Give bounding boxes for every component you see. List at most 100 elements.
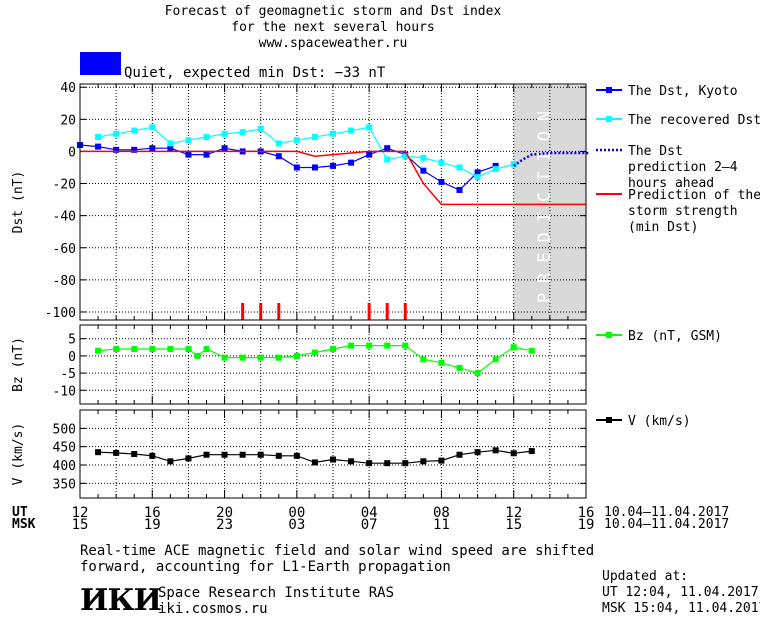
- y-tick-label: 500: [53, 422, 76, 437]
- data-point: [384, 460, 391, 467]
- prediction-region: [513, 85, 586, 320]
- data-point: [185, 346, 192, 353]
- data-point: [185, 137, 192, 144]
- ut-tick-label: 16: [144, 505, 161, 521]
- legend-marker: [606, 332, 612, 338]
- y-tick-label: 5: [68, 333, 76, 348]
- data-point: [203, 451, 210, 458]
- data-point: [239, 354, 246, 361]
- y-tick-label: 40: [60, 81, 76, 96]
- data-point: [438, 359, 445, 366]
- data-point: [402, 460, 409, 467]
- data-point: [95, 133, 102, 140]
- chart-title-line1: Forecast of geomagnetic storm and Dst in…: [164, 4, 502, 19]
- ut-tick-label: 12: [72, 505, 89, 521]
- series-line: [513, 346, 532, 352]
- data-point: [474, 370, 481, 377]
- data-point: [221, 451, 228, 458]
- data-point: [113, 130, 120, 137]
- data-point: [402, 342, 409, 349]
- data-point: [131, 451, 138, 457]
- data-point: [492, 447, 499, 454]
- data-point: [384, 156, 391, 163]
- data-point: [149, 145, 156, 152]
- y-axis-label: V (km/s): [11, 423, 26, 486]
- data-point: [311, 459, 318, 466]
- data-point: [275, 354, 282, 361]
- legend-label: The recovered Dst: [628, 113, 760, 128]
- series-line: [98, 345, 515, 374]
- institute-site[interactable]: iki.cosmos.ru: [158, 601, 268, 617]
- series-line: [80, 150, 586, 206]
- updated-ut: UT 12:04, 11.04.2017: [602, 585, 759, 600]
- y-tick-label: -10: [53, 384, 76, 399]
- legend-label: V (km/s): [628, 414, 691, 429]
- data-point: [257, 125, 264, 132]
- data-point: [492, 166, 499, 173]
- y-tick-label: -40: [53, 210, 76, 225]
- data-point: [194, 352, 201, 359]
- msk-date-range: 10.04–11.04.2017: [604, 517, 730, 532]
- data-point: [438, 159, 445, 166]
- series-line: [512, 151, 590, 167]
- data-point: [528, 448, 535, 455]
- msk-tick-label: 11: [433, 517, 450, 533]
- legend-marker: [606, 87, 612, 93]
- data-point: [167, 145, 174, 152]
- data-point: [384, 342, 391, 349]
- data-point: [167, 346, 174, 353]
- data-point: [203, 151, 210, 158]
- source-url[interactable]: www.spaceweather.ru: [258, 36, 408, 51]
- ut-tick-label: 04: [361, 505, 378, 521]
- data-point: [510, 344, 517, 351]
- ut-tick-label: 20: [216, 505, 233, 521]
- ut-tick-label: 16: [578, 505, 595, 521]
- data-point: [366, 460, 373, 467]
- msk-tick-label: 19: [578, 517, 595, 533]
- panel-frame: [79, 83, 587, 321]
- data-point: [275, 452, 282, 459]
- data-point: [330, 456, 336, 463]
- data-point: [348, 159, 355, 166]
- legend-label: The Dst, Kyoto: [628, 84, 738, 99]
- data-point: [528, 347, 535, 354]
- y-tick-label: 350: [53, 477, 76, 492]
- data-point: [221, 145, 228, 152]
- data-point: [366, 342, 373, 349]
- legend-label: storm strength: [628, 204, 738, 219]
- data-point: [167, 140, 174, 147]
- data-point: [420, 458, 427, 465]
- data-point: [167, 458, 174, 465]
- data-point: [275, 140, 282, 147]
- data-point: [420, 154, 427, 161]
- chart-title-line2: for the next several hours: [231, 20, 435, 35]
- data-point: [203, 346, 210, 353]
- data-point: [474, 449, 481, 456]
- data-point: [293, 137, 300, 144]
- data-point: [438, 178, 445, 185]
- data-point: [474, 169, 481, 176]
- msk-tick-label: 07: [361, 517, 378, 533]
- msk-tick-label: 19: [144, 517, 161, 533]
- data-point: [239, 129, 246, 136]
- y-tick-label: 0: [68, 350, 76, 365]
- y-tick-label: -20: [53, 178, 76, 193]
- data-point: [95, 143, 102, 150]
- data-point: [275, 153, 282, 160]
- y-tick-label: -100: [45, 306, 76, 321]
- data-point: [149, 452, 156, 459]
- data-point: [203, 133, 210, 140]
- data-point: [330, 130, 336, 137]
- y-tick-label: 20: [60, 113, 76, 128]
- updated-msk: MSK 15:04, 11.04.2017: [602, 601, 760, 616]
- data-point: [257, 451, 264, 458]
- legend-marker: [606, 116, 612, 122]
- legend-label: (min Dst): [628, 220, 698, 235]
- status-text: Quiet, expected min Dst: −33 nT: [124, 65, 386, 81]
- panel-frame: [79, 409, 587, 499]
- ut-tick-label: 00: [288, 505, 305, 521]
- data-point: [348, 458, 355, 465]
- data-point: [456, 186, 463, 193]
- institute-name: Space Research Institute RAS: [158, 585, 395, 601]
- msk-tick-label: 15: [72, 517, 89, 533]
